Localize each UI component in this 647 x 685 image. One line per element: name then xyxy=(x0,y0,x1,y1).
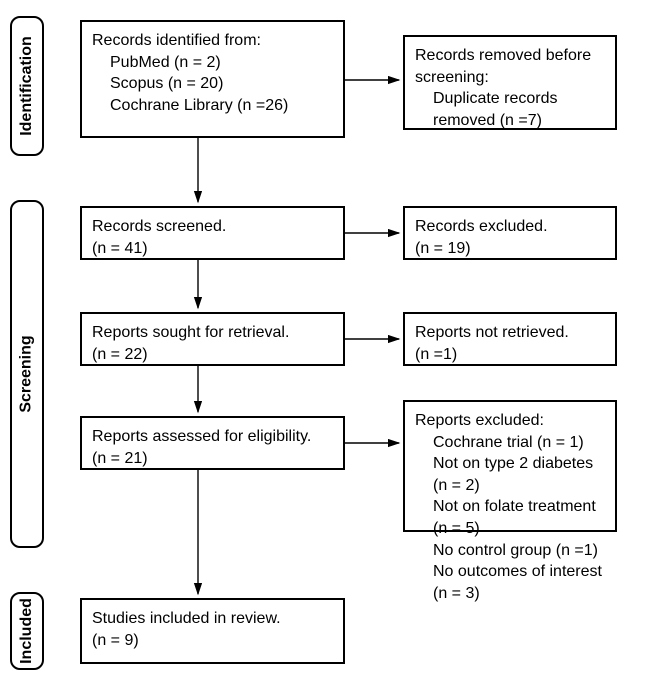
studiesincluded-line-1: Studies included in review. xyxy=(92,608,333,630)
box-reports-excluded: Reports excluded: Cochrane trial (n = 1)… xyxy=(403,400,617,532)
box-reports-assessed: Reports assessed for eligibility. (n = 2… xyxy=(80,416,345,470)
phase-identification-label: Identification xyxy=(18,36,36,136)
sought-line-1: Reports sought for retrieval. xyxy=(92,322,333,344)
excluded-line-1: Records excluded. xyxy=(415,216,605,238)
removed-line-1: Duplicate records removed (n =7) xyxy=(415,88,605,131)
notretrieved-line-2: (n =1) xyxy=(415,344,605,366)
box-records-removed: Records removed before screening: Duplic… xyxy=(403,35,617,130)
screened-line-1: Records screened. xyxy=(92,216,333,238)
identified-line-2: Scopus (n = 20) xyxy=(92,73,333,95)
sought-line-2: (n = 22) xyxy=(92,344,333,366)
phase-included: Included xyxy=(10,592,44,670)
studiesincluded-line-2: (n = 9) xyxy=(92,630,333,652)
removed-title: Records removed before screening: xyxy=(415,45,605,88)
notretrieved-line-1: Reports not retrieved. xyxy=(415,322,605,344)
identified-line-1: PubMed (n = 2) xyxy=(92,52,333,74)
phase-screening-label: Screening xyxy=(18,335,36,412)
box-records-excluded: Records excluded. (n = 19) xyxy=(403,206,617,260)
identified-title: Records identified from: xyxy=(92,30,333,52)
rptexcluded-line-1: Cochrane trial (n = 1) xyxy=(415,432,605,454)
phase-included-label: Included xyxy=(18,598,36,664)
rptexcluded-line-4: No control group (n =1) xyxy=(415,540,605,562)
screened-line-2: (n = 41) xyxy=(92,238,333,260)
box-studies-included: Studies included in review. (n = 9) xyxy=(80,598,345,664)
box-reports-not-retrieved: Reports not retrieved. (n =1) xyxy=(403,312,617,366)
box-reports-sought: Reports sought for retrieval. (n = 22) xyxy=(80,312,345,366)
assessed-line-2: (n = 21) xyxy=(92,448,333,470)
box-records-identified: Records identified from: PubMed (n = 2) … xyxy=(80,20,345,138)
box-records-screened: Records screened. (n = 41) xyxy=(80,206,345,260)
excluded-line-2: (n = 19) xyxy=(415,238,605,260)
prisma-flowchart: Identification Screening Included Record… xyxy=(10,10,637,675)
assessed-line-1: Reports assessed for eligibility. xyxy=(92,426,333,448)
rptexcluded-line-5: No outcomes of interest (n = 3) xyxy=(415,561,605,604)
identified-line-3: Cochrane Library (n =26) xyxy=(92,95,333,117)
rptexcluded-line-2: Not on type 2 diabetes (n = 2) xyxy=(415,453,605,496)
rptexcluded-title: Reports excluded: xyxy=(415,410,605,432)
phase-identification: Identification xyxy=(10,16,44,156)
rptexcluded-line-3: Not on folate treatment (n = 5) xyxy=(415,496,605,539)
phase-screening: Screening xyxy=(10,200,44,548)
